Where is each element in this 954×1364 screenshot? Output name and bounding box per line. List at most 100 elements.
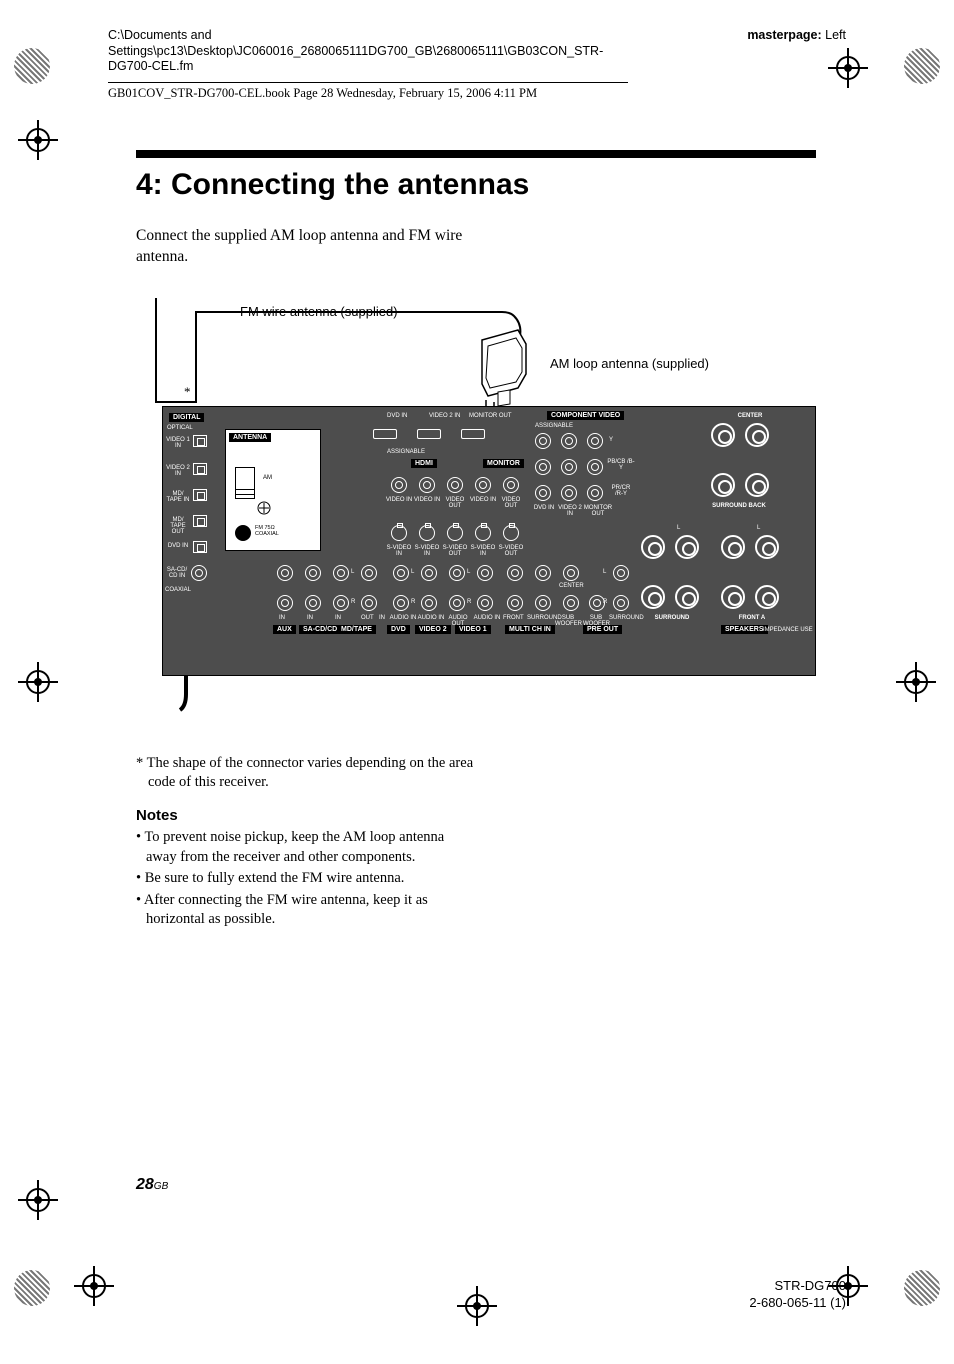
l-mark-1: L: [351, 569, 354, 575]
front-sp-l2: [755, 535, 779, 559]
md-out-r: [361, 595, 377, 611]
comp-pb2: [561, 459, 577, 475]
fm-coax-label: FM 75Ω COAXIAL: [255, 525, 291, 537]
mc-front-l: [507, 565, 523, 581]
monitor-out-top: MONITOR OUT: [469, 413, 512, 419]
page-number-gb: GB: [154, 1181, 168, 1192]
crop-mark-mb: [457, 1286, 497, 1326]
sacd-cd-in-side: SA-CD/ CD IN: [163, 567, 191, 579]
sur-sp-l1: [641, 535, 665, 559]
pbcb-label: PB/CB /B-Y: [607, 459, 635, 471]
svideoin-3: S-VIDEO IN: [469, 545, 497, 557]
dvd-r: [393, 595, 409, 611]
dvd-in-comp: DVD IN: [531, 505, 557, 511]
l-mark-2: L: [411, 569, 414, 575]
sur-sp-r1: [641, 585, 665, 609]
crop-mark-bl: [74, 1266, 114, 1306]
dvd-label: DVD: [387, 625, 410, 634]
mc-center: [563, 565, 579, 581]
optical-jack-1: [193, 435, 207, 447]
reg-hatched-bl: [14, 1270, 50, 1306]
surback-sp-label: SURROUND BACK: [699, 503, 779, 509]
center-sp-label: CENTER: [723, 413, 777, 419]
page-title: 4: Connecting the antennas: [136, 168, 816, 202]
coax-jack: [191, 565, 207, 581]
intro-text: Connect the supplied AM loop antenna and…: [136, 226, 466, 268]
center-lbl: CENTER: [559, 583, 584, 589]
v1-out-l: [449, 565, 465, 581]
aux-r: [277, 595, 293, 611]
front-sp-l1: [721, 535, 745, 559]
md-in-l: [333, 565, 349, 581]
mc-sur-r: [535, 595, 551, 611]
mc-front-r: [507, 595, 523, 611]
comp-pr2: [561, 485, 577, 501]
video2-in-side: VIDEO 2 IN: [166, 465, 190, 477]
speakers-label: SPEAKERS: [721, 625, 768, 634]
sacdcd-label: SA-CD/CD: [299, 625, 341, 634]
meta-masterpage: masterpage: Left: [747, 28, 846, 42]
svjack-1: [391, 525, 407, 541]
videoin-1: VIDEO IN: [385, 497, 413, 503]
video2-in-comp: VIDEO 2 IN: [555, 505, 585, 517]
l-sp-2: L: [757, 525, 760, 531]
fm-coax-jack: [235, 525, 251, 541]
l-mark-3: L: [467, 569, 470, 575]
dvd-in-side: DVD IN: [166, 543, 190, 549]
vjack-1: [391, 477, 407, 493]
in-1: IN: [279, 615, 285, 621]
audioin-1: AUDIO IN: [389, 615, 417, 621]
crop-mark-tl: [18, 120, 58, 160]
video1-label: VIDEO 1: [455, 625, 491, 634]
front-sp-r2: [755, 585, 779, 609]
component-video-label: COMPONENT VIDEO: [547, 411, 624, 420]
videoin-3: VIDEO IN: [469, 497, 497, 503]
optical-jack-3: [193, 489, 207, 501]
mdtape-out-side: MD/ TAPE OUT: [166, 517, 190, 535]
crop-mark-bl2: [18, 1180, 58, 1220]
comp-y2: [561, 433, 577, 449]
am-terminal-2: [235, 489, 255, 499]
center-sp-2: [745, 423, 769, 447]
am-loop-antenna: [476, 328, 532, 408]
front-sp-r1: [721, 585, 745, 609]
aux-label: AUX: [273, 625, 296, 634]
hdmi-label: HDMI: [411, 459, 437, 468]
md-in-r: [333, 595, 349, 611]
l-mark-4: L: [603, 569, 606, 575]
mc-sur-l: [535, 565, 551, 581]
videoin-2: VIDEO IN: [413, 497, 441, 503]
coaxial-label: COAXIAL: [165, 587, 191, 593]
preout-sur-r: [613, 595, 629, 611]
section-rule: [136, 150, 816, 158]
reg-hatched-tr: [904, 48, 940, 84]
svideoout-1: S-VIDEO OUT: [441, 545, 469, 557]
comp-pr1: [535, 485, 551, 501]
fm-leader: [198, 311, 236, 312]
v1-in-r: [477, 595, 493, 611]
v1-in-l: [477, 565, 493, 581]
footnote-star: *: [184, 384, 191, 400]
v2-l: [421, 565, 437, 581]
hdmi-jack-3: [461, 429, 485, 439]
audioin-2: AUDIO IN: [417, 615, 445, 621]
hdmi-jack-2: [417, 429, 441, 439]
crop-mark-ml: [18, 662, 58, 702]
vjack-3: [447, 477, 463, 493]
vjack-5: [503, 477, 519, 493]
mdtape-in-side: MD/ TAPE IN: [166, 491, 190, 503]
mdtape-label: MD/TAPE: [337, 625, 376, 634]
l-sp-1: L: [677, 525, 680, 531]
preout-label: PRE OUT: [583, 625, 622, 634]
v2-r: [421, 595, 437, 611]
subwoofer-lbl: SUB WOOFER: [555, 615, 581, 627]
videoout-2: VIDEO OUT: [497, 497, 525, 509]
videoout-1: VIDEO OUT: [441, 497, 469, 509]
video2-in-top: VIDEO 2 IN: [429, 413, 460, 419]
page-number: 28GB: [136, 1176, 168, 1194]
svideoout-2: S-VIDEO OUT: [497, 545, 525, 557]
svideoin-1: S-VIDEO IN: [385, 545, 413, 557]
vjack-2: [419, 477, 435, 493]
notes-list: To prevent noise pickup, keep the AM loo…: [136, 828, 476, 930]
preout-sur-l: [613, 565, 629, 581]
